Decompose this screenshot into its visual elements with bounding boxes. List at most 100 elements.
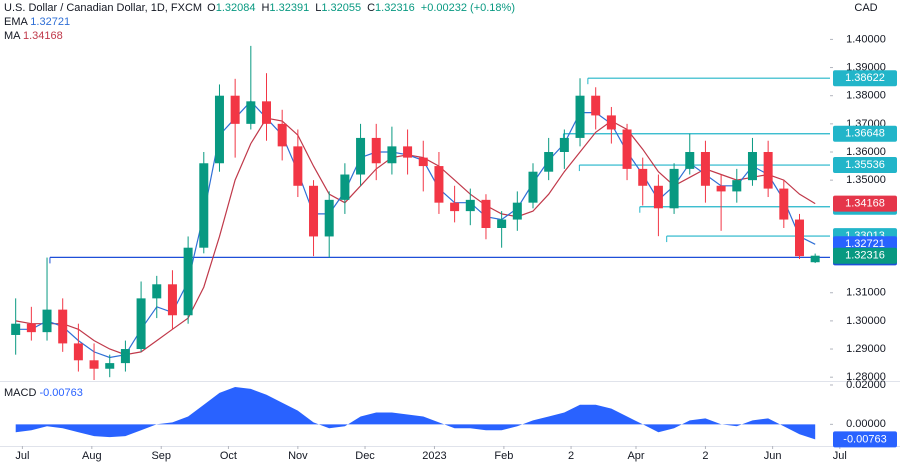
x-tick-label: Feb (494, 450, 513, 462)
candle-body (26, 323, 36, 333)
plot-area: Jul Aug Sep Oct Nov Dec 2023 Feb 2 Apr 2 Jun Jul 1.40… (11, 33, 897, 462)
candle-body (324, 199, 334, 237)
x-tick-label: 2023 (422, 450, 446, 462)
candle-body (58, 309, 68, 344)
candle-body (669, 168, 679, 209)
y-tick-label: 1.35000 (846, 174, 886, 186)
candle-body (716, 185, 726, 192)
candle-body (356, 137, 366, 175)
legend-value: 1.34168 (22, 30, 63, 42)
candle-body (591, 95, 601, 116)
candle-body (403, 146, 413, 158)
y-tick-label: 1.31000 (846, 287, 886, 299)
ma-line (15, 117, 816, 356)
candle-body (418, 157, 428, 167)
level-price-box (833, 125, 897, 142)
ma-line (15, 100, 816, 359)
ohlc-value: 1.32084 (215, 2, 256, 14)
macd-area (15, 387, 816, 440)
candle-body (309, 185, 319, 237)
legend-header: U.S. Dollar / Canadian Dollar, 1D, FXCM … (4, 1, 521, 15)
y-tick-label: 1.38000 (846, 90, 886, 102)
candle-body (434, 166, 444, 203)
ma-price-box-text: 1.34168 (845, 197, 885, 209)
ohlc-value: 1.32391 (269, 2, 310, 14)
legend-ema: EMA 1.32721 (4, 15, 70, 29)
ohlc-key: C (367, 2, 376, 14)
y-tick-label: 1.30000 (846, 315, 886, 327)
legend-ma: MA 1.34168 (4, 29, 63, 43)
candle-body (293, 146, 303, 186)
candle-body (199, 163, 209, 248)
candle-body (387, 146, 397, 164)
candle-body (481, 199, 491, 228)
y-tick-label: 0.00000 (846, 418, 886, 430)
candle-body (622, 129, 632, 169)
candle-body (606, 115, 616, 130)
candle-body (89, 360, 99, 369)
candle-body (575, 95, 585, 138)
x-tick-label: Aug (82, 450, 102, 462)
candle-body (120, 349, 130, 364)
candle-body (779, 188, 789, 220)
x-tick-label: Jul (833, 450, 847, 462)
x-tick-label: Nov (288, 450, 308, 462)
x-tick-label: 2 (568, 450, 574, 462)
legend-name: MA (4, 30, 20, 42)
candle-body (105, 363, 115, 369)
y-tick-label: 1.36000 (846, 146, 886, 158)
ema-price-box-text: 1.32721 (845, 238, 885, 250)
candle-body (763, 152, 773, 189)
last-price-box-text: 1.32316 (845, 250, 885, 262)
macd-value-box (833, 431, 897, 448)
candle-body (700, 152, 710, 186)
y-tick-label: 1.29000 (846, 343, 886, 355)
x-tick-label: Oct (220, 450, 237, 462)
candle-body (497, 219, 507, 228)
candle-body (246, 101, 256, 124)
legend-value: -0.00763 (39, 387, 83, 399)
candle-body (230, 95, 240, 124)
candle-body (183, 247, 193, 316)
candle-body (559, 137, 569, 152)
macd-value-box-text: -0.00763 (843, 433, 886, 445)
candle-body (214, 95, 224, 164)
candle-body (340, 174, 350, 200)
candle-body (261, 101, 271, 124)
candle-body (42, 309, 52, 333)
candle-body (794, 219, 804, 257)
x-tick-label: Apr (627, 450, 644, 462)
last-price-box (833, 247, 897, 264)
candle-body (371, 137, 381, 164)
legend-value: 1.32721 (30, 16, 71, 28)
x-tick-label: Jul (15, 450, 29, 462)
x-tick-label: Dec (355, 450, 375, 462)
legend-name: EMA (4, 16, 28, 28)
ohlc-key: H (261, 2, 270, 14)
title: U.S. Dollar / Canadian Dollar, 1D, FXCM (4, 2, 203, 14)
level-price-box (833, 157, 897, 174)
candle-body (73, 343, 83, 361)
ma-price-box (833, 195, 897, 212)
candle-body (638, 168, 648, 186)
candle-body (810, 255, 820, 263)
ohlc-key: O (207, 2, 216, 14)
candle-body (653, 185, 663, 209)
candle-body (544, 152, 554, 172)
candle-body (528, 171, 538, 203)
legend-macd: MACD -0.00763 (4, 386, 83, 400)
ohlc-value: 1.32316 (375, 2, 415, 14)
candle-body (136, 298, 146, 350)
candle-body (11, 323, 21, 335)
level-price-box-text: 1.38622 (845, 72, 885, 84)
candle-body (685, 152, 695, 169)
x-tick-label: Sep (151, 450, 171, 462)
candle-body (450, 202, 460, 212)
candle-body (512, 202, 522, 220)
currency-label: CAD (854, 2, 877, 14)
ohlc-key: L (315, 2, 322, 14)
level-price-box (833, 70, 897, 87)
ohlc-value: 1.32055 (321, 2, 362, 14)
level-price-box-text: 1.36648 (845, 128, 885, 140)
